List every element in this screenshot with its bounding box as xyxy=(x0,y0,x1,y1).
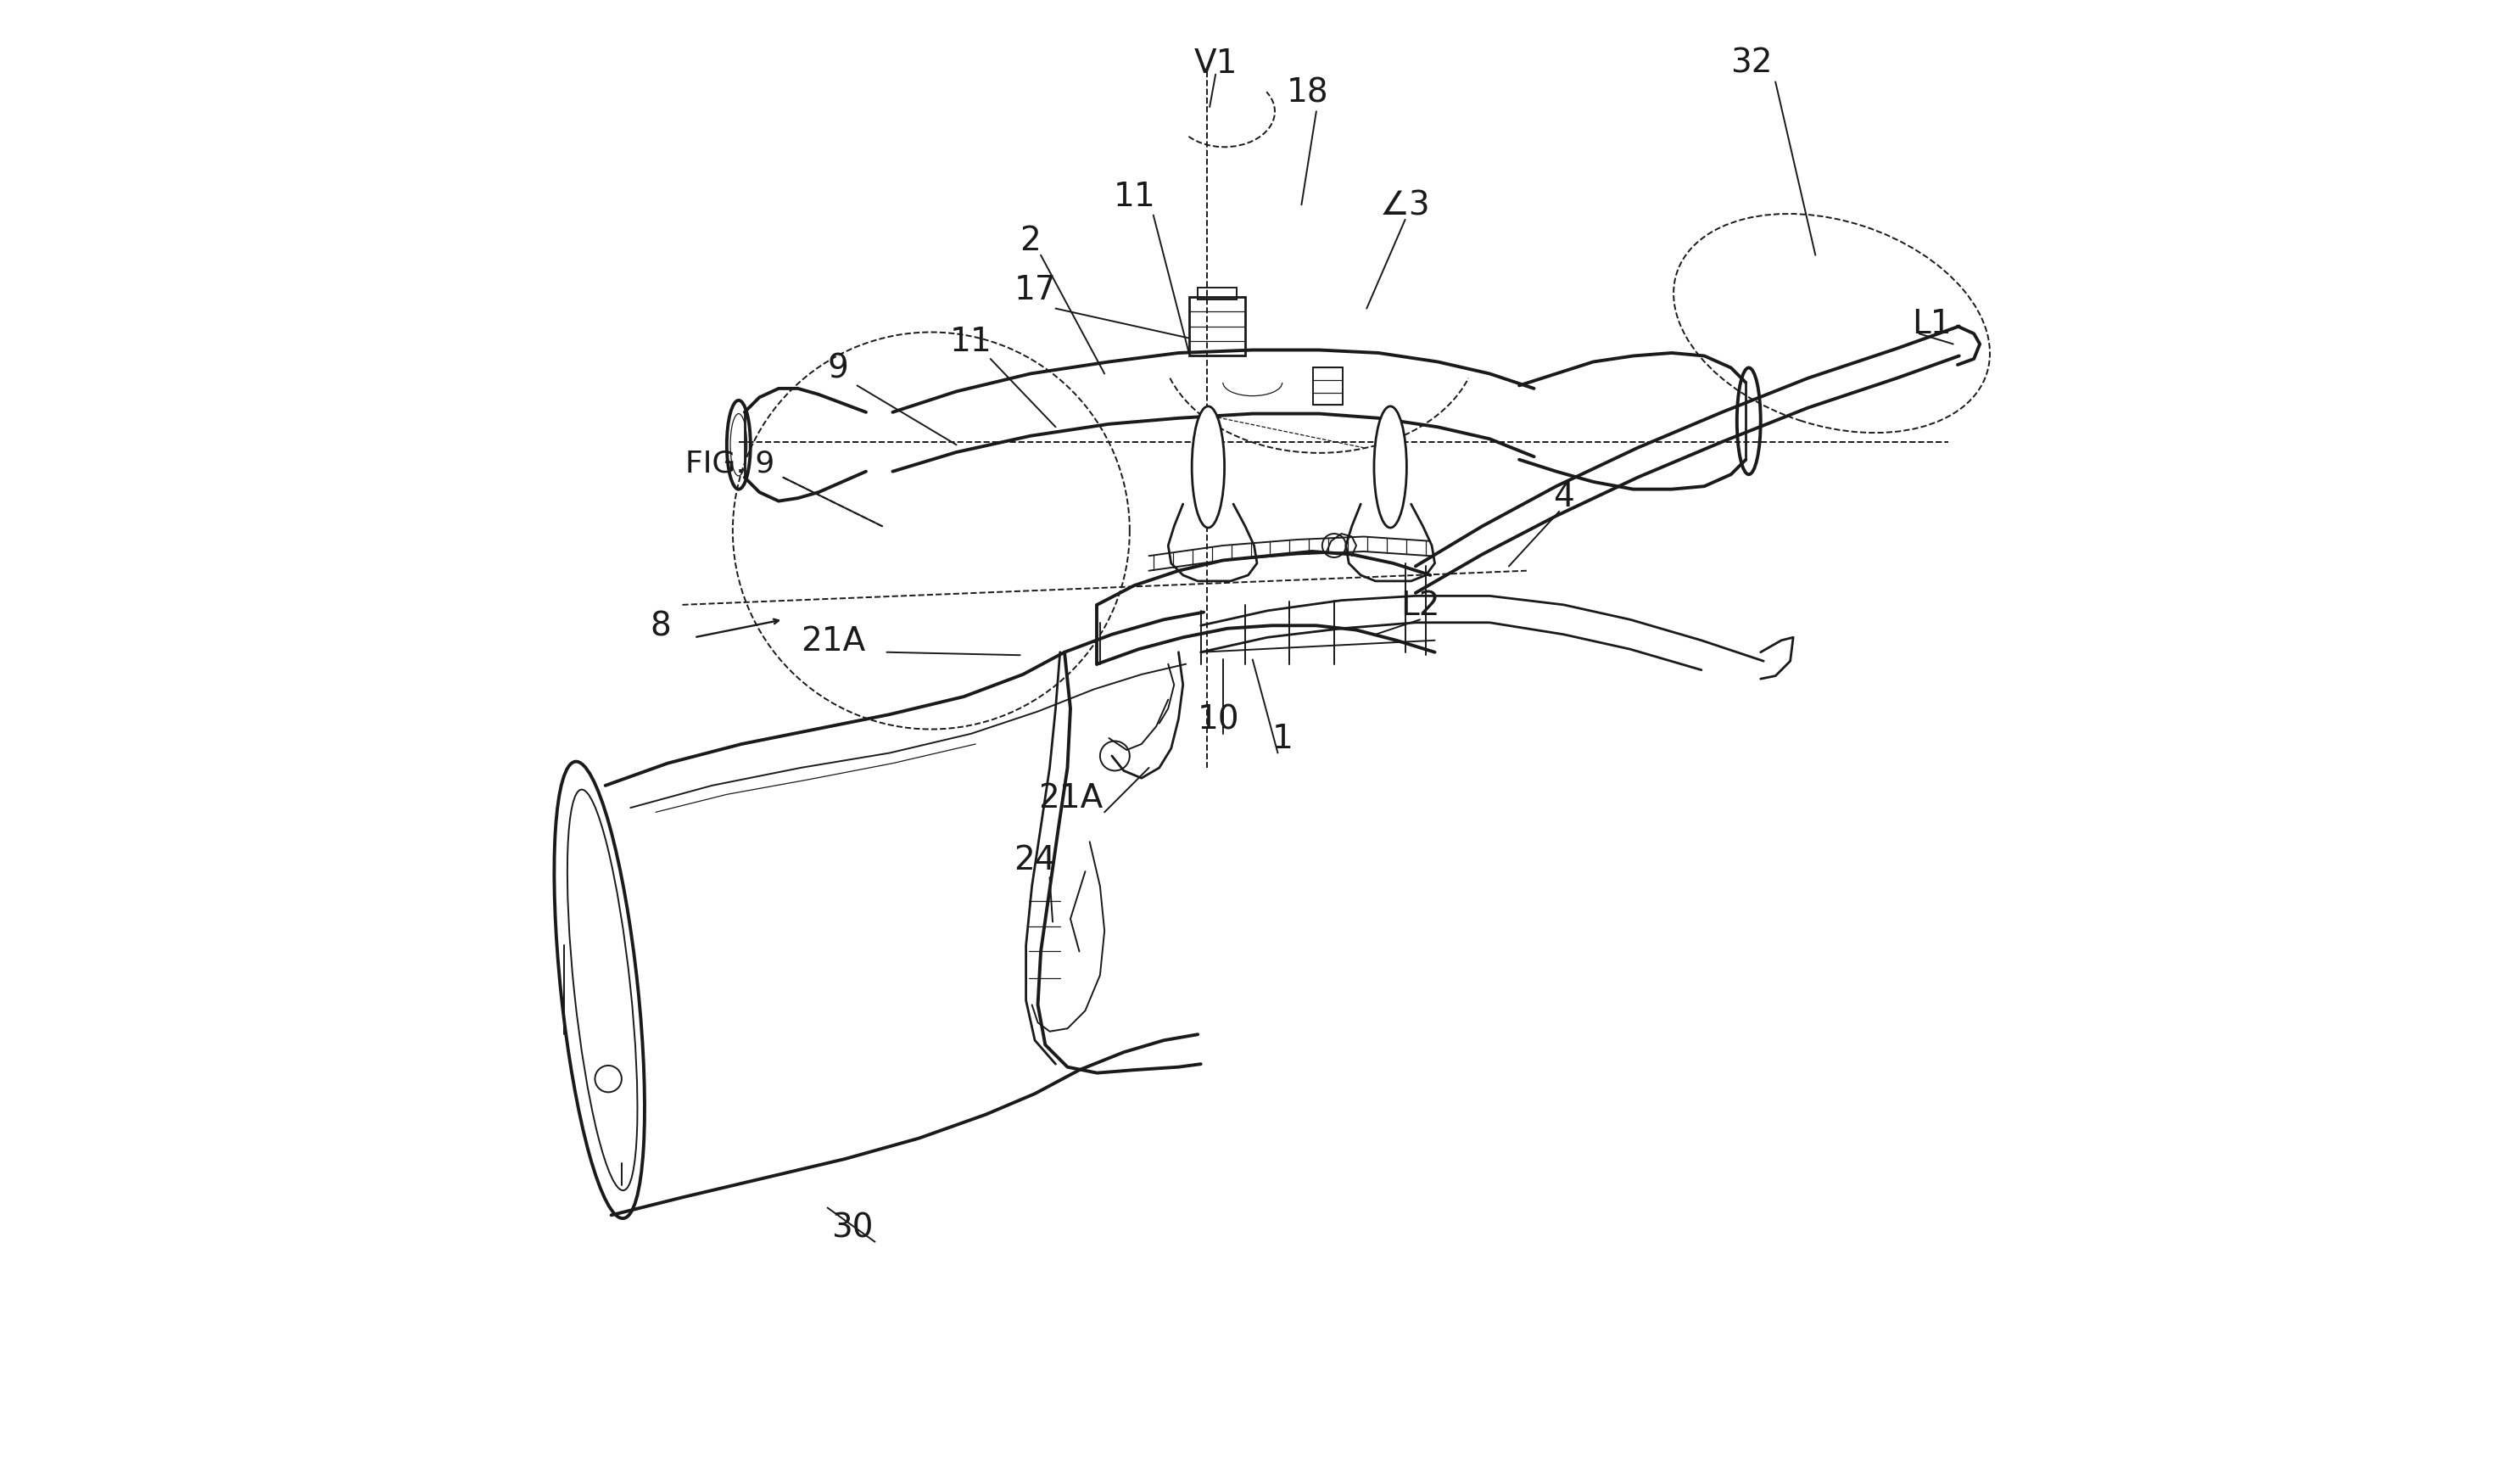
Text: 24: 24 xyxy=(1013,844,1056,876)
Text: 1: 1 xyxy=(1273,722,1293,755)
Ellipse shape xyxy=(1373,406,1406,528)
Text: 11: 11 xyxy=(1114,181,1154,212)
Text: 11: 11 xyxy=(950,326,993,357)
Text: 32: 32 xyxy=(1731,47,1772,80)
Text: 10: 10 xyxy=(1197,703,1240,736)
Text: 18: 18 xyxy=(1285,77,1328,110)
Bar xyxy=(1197,288,1237,300)
Text: 4: 4 xyxy=(1552,480,1575,513)
Text: 8: 8 xyxy=(650,610,670,642)
Text: V1: V1 xyxy=(1194,47,1237,80)
Text: L2: L2 xyxy=(1401,589,1439,621)
Text: 21A: 21A xyxy=(1038,782,1104,814)
Text: 9: 9 xyxy=(827,353,849,384)
Text: 21A: 21A xyxy=(801,624,867,657)
Ellipse shape xyxy=(1192,406,1225,528)
Text: ∠3: ∠3 xyxy=(1381,190,1431,221)
Text: 17: 17 xyxy=(1013,274,1056,305)
Bar xyxy=(1189,297,1245,356)
Text: FIG. 9: FIG. 9 xyxy=(685,449,774,478)
Text: 30: 30 xyxy=(832,1212,874,1243)
Text: L1: L1 xyxy=(1913,308,1950,340)
Bar xyxy=(1313,368,1343,405)
Text: 2: 2 xyxy=(1021,225,1041,257)
